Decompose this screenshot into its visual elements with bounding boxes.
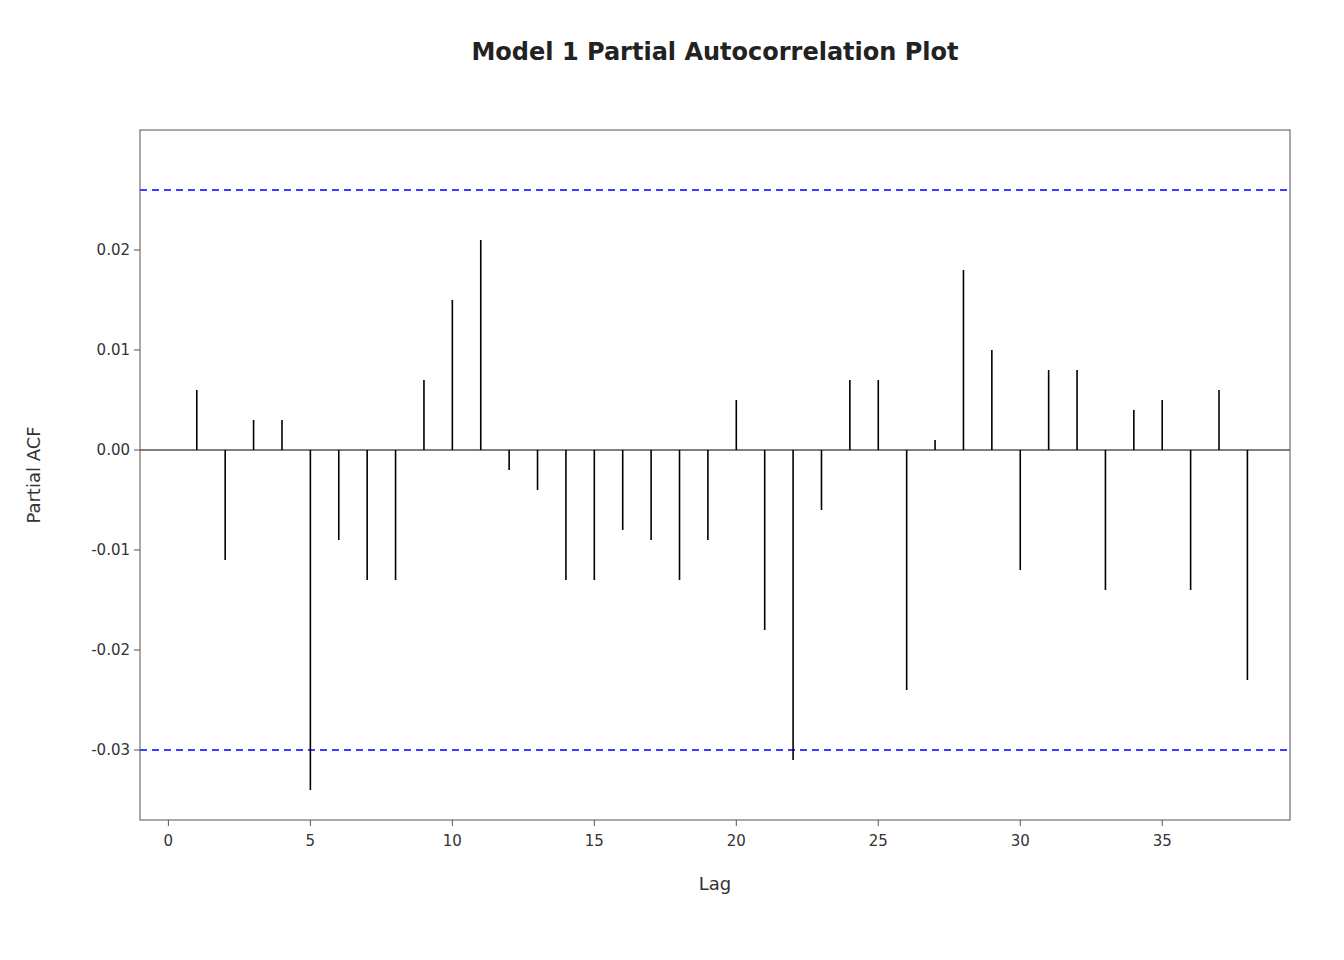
x-axis-label: Lag	[699, 873, 731, 894]
stem	[423, 380, 425, 450]
y-tick	[134, 450, 140, 451]
stem	[764, 450, 766, 630]
stem	[1048, 370, 1050, 450]
stem	[877, 380, 879, 450]
stem	[281, 420, 283, 450]
stem	[707, 450, 709, 540]
y-tick	[134, 350, 140, 351]
confidence-line	[140, 189, 1290, 191]
x-tick	[168, 820, 169, 826]
stem	[196, 390, 198, 450]
x-tick-label: 25	[869, 832, 888, 850]
stem	[508, 450, 510, 470]
stem	[622, 450, 624, 530]
plot-frame	[140, 130, 1290, 820]
y-tick	[134, 250, 140, 251]
x-tick-label: 30	[1011, 832, 1030, 850]
stem	[366, 450, 368, 580]
x-tick-label: 15	[585, 832, 604, 850]
x-tick	[878, 820, 879, 826]
stem	[1105, 450, 1107, 590]
y-tick	[134, 750, 140, 751]
stem	[792, 450, 794, 760]
y-tick-label: 0.01	[97, 341, 130, 359]
y-tick-label: 0.02	[97, 241, 130, 259]
y-tick	[134, 650, 140, 651]
stem	[849, 380, 851, 450]
stem	[452, 300, 454, 450]
y-tick-label: -0.03	[91, 741, 130, 759]
stem	[565, 450, 567, 580]
stem	[679, 450, 681, 580]
stem	[963, 270, 965, 450]
stem	[1161, 400, 1163, 450]
stem	[224, 450, 226, 560]
stem	[735, 400, 737, 450]
stem	[310, 450, 312, 790]
x-tick	[1162, 820, 1163, 826]
stem	[1218, 390, 1220, 450]
stem	[991, 350, 993, 450]
stem	[338, 450, 340, 540]
x-tick	[310, 820, 311, 826]
stem	[395, 450, 397, 580]
x-tick-label: 5	[306, 832, 316, 850]
chart: Model 1 Partial Autocorrelation Plot Lag P…	[0, 0, 1344, 960]
zero-line	[140, 449, 1290, 450]
stem	[1133, 410, 1135, 450]
stem	[1247, 450, 1249, 680]
x-tick-label: 0	[164, 832, 174, 850]
x-tick	[594, 820, 595, 826]
y-tick	[134, 550, 140, 551]
x-tick-label: 35	[1153, 832, 1172, 850]
axes: 0 5 10 15 20 25 30 35 -0.03 -0.02 -0.01 0.00 0.01 0.0…	[91, 241, 1172, 850]
title: Model 1 Partial Autocorrelation Plot	[471, 38, 958, 66]
plot-area	[140, 190, 1290, 790]
stem	[480, 240, 482, 450]
stem	[537, 450, 539, 490]
stem	[1190, 450, 1192, 590]
x-tick	[1020, 820, 1021, 826]
stem	[253, 420, 255, 450]
stem	[934, 440, 936, 450]
stem	[821, 450, 823, 510]
stem	[906, 450, 908, 690]
y-tick-label: 0.00	[97, 441, 130, 459]
y-tick-label: -0.02	[91, 641, 130, 659]
y-tick-label: -0.01	[91, 541, 130, 559]
x-tick	[736, 820, 737, 826]
y-axis-label: Partial ACF	[23, 426, 44, 523]
stem	[1019, 450, 1021, 570]
x-tick-label: 20	[727, 832, 746, 850]
stem	[594, 450, 596, 580]
x-tick-label: 10	[443, 832, 462, 850]
stem	[650, 450, 652, 540]
stem	[1076, 370, 1078, 450]
x-tick	[452, 820, 453, 826]
confidence-line	[140, 749, 1290, 751]
